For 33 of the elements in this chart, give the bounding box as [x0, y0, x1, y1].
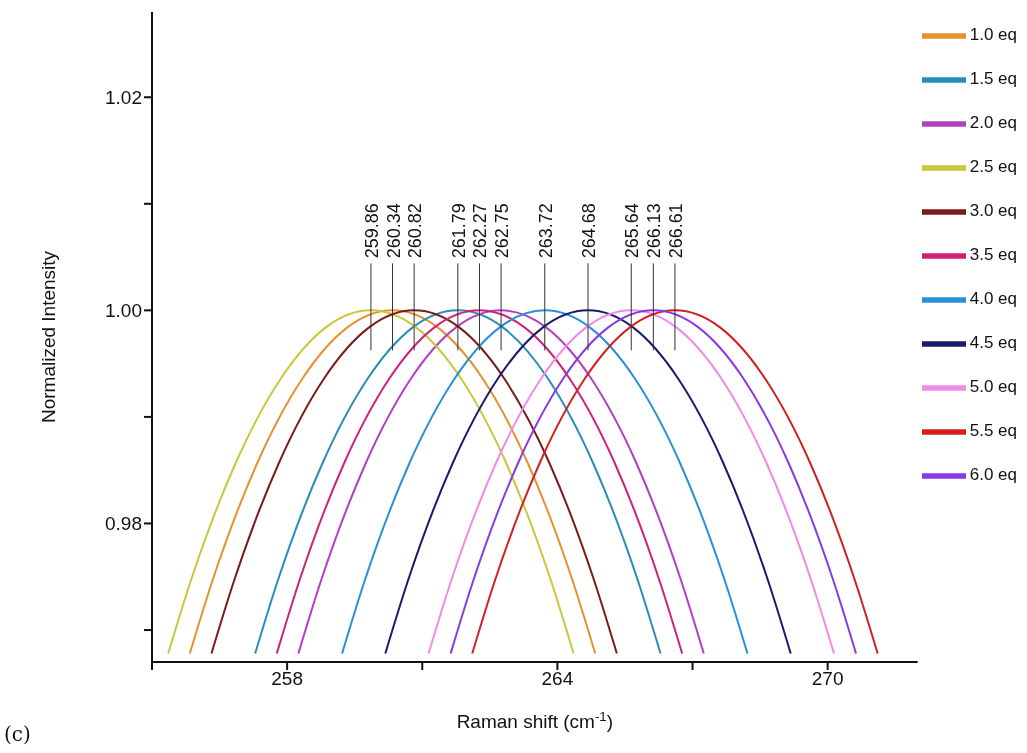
text: (c) [4, 722, 31, 746]
annotation: 266.61 [665, 203, 686, 259]
legend-label: 2.0 eq [969, 113, 1017, 133]
annotation: 262.75 [492, 203, 513, 259]
legend-label: 3.5 eq [969, 245, 1017, 265]
y-axis-title: Normalized Intensity [37, 250, 59, 424]
annotation: 262.27 [470, 203, 491, 259]
legend-label: 1.5 eq [969, 69, 1017, 89]
annotation: 259.86 [361, 203, 382, 259]
x-axis-title: Raman shift (cm$^{-1}$) [456, 708, 614, 732]
line-series [341, 309, 749, 655]
annotation: 266.13 [644, 203, 665, 259]
annotation: 260.82 [405, 203, 426, 259]
legend-label: 1.0 eq [969, 25, 1017, 45]
x-tick-label: 258 [271, 668, 303, 690]
legend-label: 2.5 eq [969, 157, 1017, 177]
annotation: 264.68 [579, 203, 600, 259]
legend-label: 4.0 eq [969, 289, 1017, 309]
y-tick-label: 1.02 [105, 86, 142, 108]
legend-label: 4.5 eq [969, 333, 1017, 353]
annotation: 260.34 [383, 203, 404, 259]
x-tick-label: 264 [541, 668, 574, 690]
annotation: 261.79 [448, 203, 469, 259]
legend-label: 5.0 eq [969, 377, 1017, 397]
legend-label: 5.5 eq [969, 421, 1017, 441]
annotation: 265.64 [622, 203, 643, 259]
annotation: 263.72 [535, 203, 556, 259]
y-tick-label: 0.98 [105, 513, 142, 535]
legend-label: 6.0 eq [969, 465, 1017, 485]
legend-label: 3.0 eq [969, 201, 1017, 221]
x-tick-label: 270 [811, 668, 844, 690]
y-tick-label: 1.00 [105, 300, 142, 322]
line-series [384, 309, 792, 655]
